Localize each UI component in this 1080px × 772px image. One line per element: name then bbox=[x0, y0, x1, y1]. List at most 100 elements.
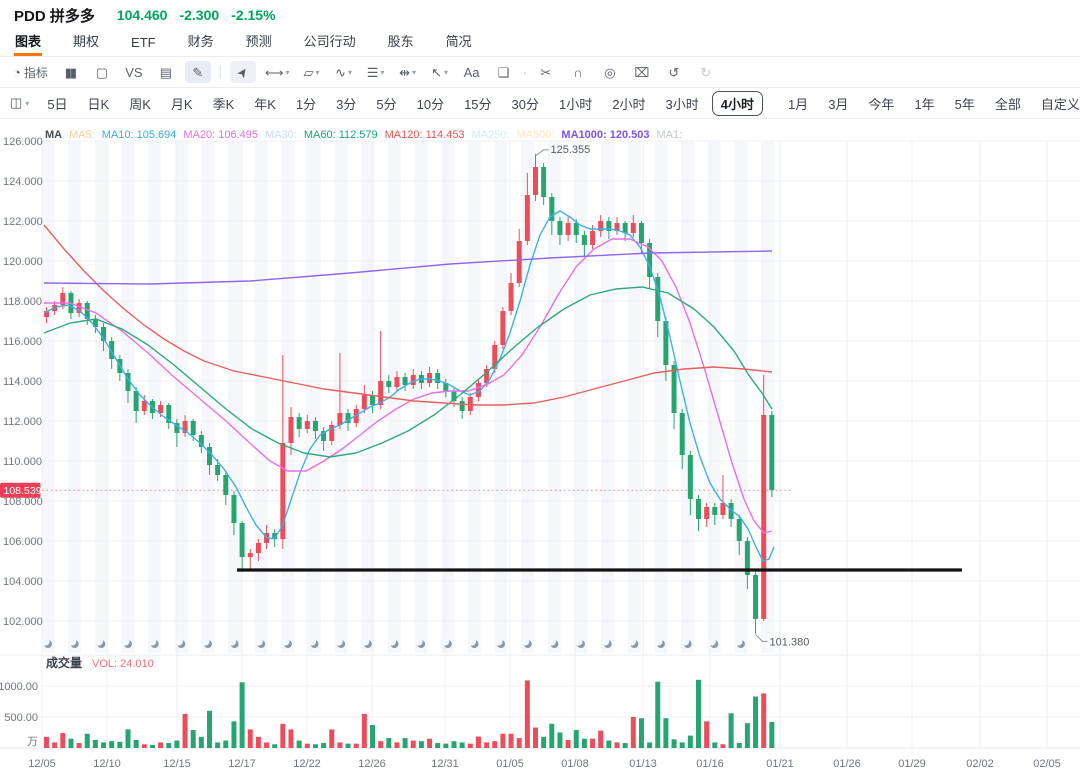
svg-text:01/21: 01/21 bbox=[766, 758, 794, 770]
magnet-tool-button[interactable]: ∩ bbox=[565, 61, 591, 83]
tab-chart[interactable]: 图表 bbox=[14, 27, 42, 56]
svg-text:01/16: 01/16 bbox=[696, 758, 724, 770]
wave-tool-button[interactable]: ∿ ▾ bbox=[331, 61, 357, 83]
lines-tool-button[interactable]: ☰ ▾ bbox=[363, 61, 389, 83]
svg-text:1000.00: 1000.00 bbox=[0, 681, 38, 693]
current-price-badge bbox=[0, 482, 41, 498]
cursor-tool-button[interactable]: ➤ bbox=[229, 61, 256, 83]
legend-ma1000: MA1000: 120.503 bbox=[561, 129, 650, 141]
undo-button[interactable]: ↺ bbox=[661, 61, 687, 83]
tf-3h[interactable]: 3小时 bbox=[665, 96, 699, 112]
svg-text:01/08: 01/08 bbox=[561, 758, 589, 770]
pencil-tool-button[interactable]: ✎ bbox=[184, 61, 211, 83]
legend-ma500: MA500: bbox=[516, 129, 555, 141]
volume-value-label: VOL: 24.010 bbox=[92, 658, 154, 670]
ma-legend: MA MA5: MA10: 105.694 MA20: 106.495 MA30: MA6… bbox=[45, 129, 689, 141]
tf-5y[interactable]: 5年 bbox=[954, 96, 975, 112]
tf-custom[interactable]: 自定义 bbox=[1040, 96, 1080, 112]
chevron-down-icon: ▾ bbox=[380, 67, 385, 77]
tf-year-k[interactable]: 年K bbox=[254, 96, 276, 112]
volume-unit: 万 bbox=[27, 736, 38, 748]
tab-corporate-actions[interactable]: 公司行动 bbox=[303, 34, 356, 49]
tf-1y[interactable]: 1年 bbox=[914, 96, 935, 112]
tab-options[interactable]: 期权 bbox=[73, 34, 100, 49]
tf-3min[interactable]: 3分 bbox=[336, 96, 357, 112]
ma-line-ma20 bbox=[44, 238, 773, 534]
tf-3mo[interactable]: 3月 bbox=[828, 96, 849, 112]
chevron-down-icon: ▾ bbox=[411, 67, 416, 77]
delete-tool-button[interactable]: ⌧ bbox=[629, 61, 655, 83]
measure-tool-button[interactable]: ⇹ ▾ bbox=[395, 61, 421, 83]
comment-tool-button[interactable]: ❏ bbox=[491, 61, 517, 83]
comment-icon: ❏ bbox=[497, 64, 510, 80]
tf-1h[interactable]: 1小时 bbox=[559, 96, 593, 112]
chart-edit-button[interactable]: ▤ bbox=[153, 61, 179, 83]
tf-4h[interactable]: 4小时 bbox=[711, 90, 763, 116]
shape-icon: ▱ bbox=[303, 64, 314, 80]
indicator-button[interactable]: ◔ 指标 bbox=[10, 61, 51, 83]
rect-display-button[interactable]: ▢ bbox=[89, 61, 115, 83]
tf-month-k[interactable]: 月K bbox=[170, 96, 193, 112]
svg-text:02/02: 02/02 bbox=[966, 758, 994, 770]
wave-icon: ∿ bbox=[335, 64, 346, 80]
candlestick-chart[interactable]: 125.355 101.380 126.000 124.000 122.000 120.0… bbox=[0, 118, 1080, 772]
undo-icon: ↺ bbox=[668, 64, 680, 80]
chart-style-selector[interactable]: ◫ ▾ bbox=[10, 95, 29, 111]
svg-text:106.000: 106.000 bbox=[3, 536, 43, 548]
high-annotation: 125.355 bbox=[551, 144, 591, 156]
svg-text:114.000: 114.000 bbox=[3, 376, 42, 388]
tf-10min[interactable]: 10分 bbox=[416, 96, 445, 112]
svg-text:12/26: 12/26 bbox=[358, 758, 386, 770]
arrow-tool-button[interactable]: ↖ ▾ bbox=[427, 61, 453, 83]
tf-week-k[interactable]: 周K bbox=[129, 96, 151, 112]
price-change-pct: -2.15% bbox=[231, 7, 276, 23]
low-annotation: 101.380 bbox=[770, 636, 810, 648]
pencil-icon: ✎ bbox=[192, 64, 204, 80]
tf-1min[interactable]: 1分 bbox=[295, 96, 317, 112]
tf-day-k[interactable]: 日K bbox=[87, 96, 110, 112]
tf-all[interactable]: 全部 bbox=[994, 96, 1021, 112]
target-icon: ◎ bbox=[604, 64, 616, 80]
candle-style-button[interactable]: ▮▮ bbox=[57, 61, 83, 83]
svg-text:12/17: 12/17 bbox=[228, 758, 256, 770]
tf-quarter-k[interactable]: 季K bbox=[212, 96, 235, 112]
legend-ma120: MA120: 114.453 bbox=[384, 129, 465, 141]
tab-profile[interactable]: 简况 bbox=[445, 34, 472, 49]
svg-text:104.000: 104.000 bbox=[3, 576, 43, 588]
legend-ma60: MA60: 112.579 bbox=[303, 129, 378, 141]
tab-financials[interactable]: 财务 bbox=[187, 34, 214, 49]
trendline-tool-button[interactable]: ⟷ ▾ bbox=[262, 61, 293, 83]
tf-5min[interactable]: 5分 bbox=[376, 96, 397, 112]
shape-tool-button[interactable]: ▱ ▾ bbox=[299, 61, 325, 83]
redo-button[interactable]: ↻ bbox=[693, 61, 719, 83]
tab-etf[interactable]: ETF bbox=[131, 35, 156, 50]
tf-2h[interactable]: 2小时 bbox=[612, 96, 646, 112]
text-tool-button[interactable]: Aa bbox=[459, 61, 485, 83]
chevron-down-icon: ▾ bbox=[347, 67, 352, 77]
compare-button[interactable]: VS bbox=[121, 61, 147, 83]
indicator-button-label: 指标 bbox=[23, 65, 48, 80]
svg-text:12/10: 12/10 bbox=[93, 758, 121, 770]
tab-bar: 图表 期权 ETF 财务 预测 公司行动 股东 简况 bbox=[0, 30, 1080, 57]
drawing-toolbar: ◔ 指标 ▮▮ ▢ VS ▤ ✎ ➤ ⟷ ▾ ▱ ▾ ∿ ▾ ☰ ▾ ⇹ ▾ ↖ ▾ Aa ❏ · ✂ ∩ ◎ ⌧ ↺ ↻ bbox=[0, 57, 1080, 88]
measure-icon: ⇹ bbox=[399, 64, 410, 80]
tab-holders[interactable]: 股东 bbox=[387, 34, 414, 49]
low-marker bbox=[755, 634, 768, 642]
tab-forecast[interactable]: 预测 bbox=[245, 34, 272, 49]
chevron-down-icon: ▾ bbox=[315, 67, 320, 77]
overnight-moon-icons bbox=[41, 637, 745, 648]
tf-5d[interactable]: 5日 bbox=[47, 96, 68, 112]
svg-text:120.000: 120.000 bbox=[3, 256, 43, 268]
chart-area[interactable]: MA MA5: MA10: 105.694 MA20: 106.495 MA30: MA6… bbox=[0, 118, 1080, 772]
tf-30min[interactable]: 30分 bbox=[511, 96, 540, 112]
target-tool-button[interactable]: ◎ bbox=[597, 61, 623, 83]
redo-icon: ↻ bbox=[700, 64, 712, 80]
high-marker bbox=[535, 149, 549, 157]
tf-1mo[interactable]: 1月 bbox=[787, 96, 809, 112]
price-change: -2.300 bbox=[179, 7, 220, 23]
cut-tool-button[interactable]: ✂ bbox=[533, 61, 559, 83]
tf-ytd[interactable]: 今年 bbox=[868, 96, 895, 112]
last-price: 104.460 bbox=[116, 7, 168, 23]
tf-15min[interactable]: 15分 bbox=[464, 96, 492, 112]
candles-icon: ▮▮ bbox=[64, 64, 77, 80]
